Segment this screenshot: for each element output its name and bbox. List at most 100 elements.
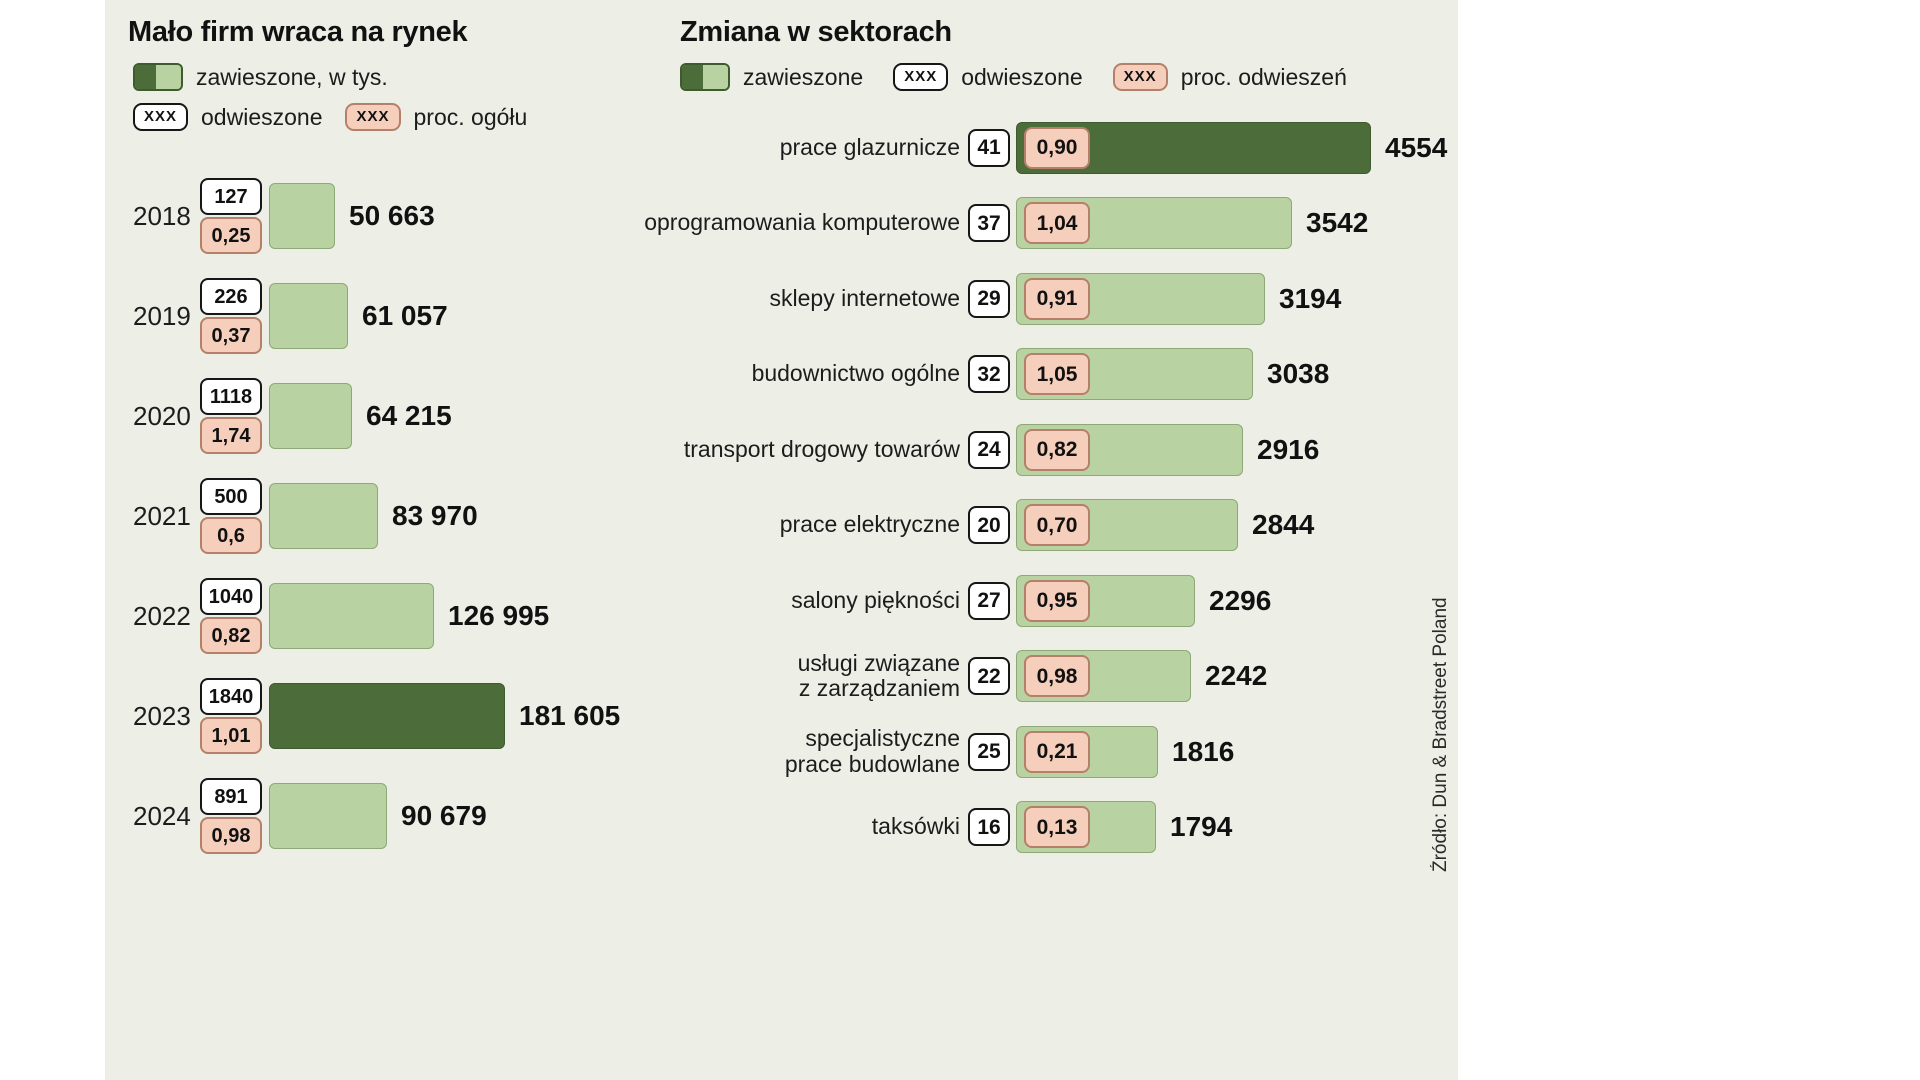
zawieszone-bar: 1,05 (1016, 348, 1253, 401)
total-label: 83 970 (392, 500, 478, 531)
legend-row-zawieszone: zawieszone, w tys. (133, 63, 527, 91)
year-row: 2022 1040 0,82 126 995 (105, 566, 765, 666)
zawieszone-swatch-icon (680, 63, 730, 91)
year-value-boxes: 1840 1,01 (200, 678, 262, 754)
year-label: 2020 (133, 400, 191, 431)
zawieszone-bar (269, 283, 348, 349)
zawieszone-bar (269, 483, 378, 549)
sector-row: transport drogowy towarów 24 0,82 2916 (105, 412, 1458, 488)
total-label: 2916 (1257, 433, 1320, 465)
odwieszone-tag-icon: XXX (893, 63, 949, 91)
total-label: 2242 (1205, 660, 1268, 692)
swatch-light-segment (155, 65, 181, 89)
total-label: 2844 (1252, 509, 1315, 541)
total-label: 2296 (1209, 584, 1272, 616)
proc-box: 1,01 (200, 717, 262, 754)
proc-legend-label: proc. odwieszeń (1180, 63, 1347, 90)
proc-box: 0,25 (200, 217, 262, 254)
sector-row: prace glazurnicze 41 0,90 4554 (105, 110, 1458, 186)
sector-row: prace elektryczne 20 0,70 2844 (105, 488, 1458, 564)
sector-label: usługi związane z zarządzaniem (797, 649, 960, 702)
odwieszone-box: 20 (968, 506, 1010, 545)
year-label: 2018 (133, 200, 191, 231)
odwieszone-legend-label: odwieszone (201, 103, 323, 130)
sector-label: salony piękności (791, 586, 960, 613)
year-row: 2020 1118 1,74 64 215 (105, 366, 765, 466)
source-credit: Źródło: Dun & Bradstreet Poland (1430, 597, 1451, 872)
proc-box: 0,82 (1024, 428, 1090, 471)
legend-row-odwieszone: XXX odwieszone (893, 63, 1083, 91)
proc-box: 0,6 (200, 517, 262, 554)
total-label: 64 215 (366, 400, 452, 431)
proc-box: 1,04 (1024, 202, 1090, 245)
zawieszone-legend-label: zawieszone, w tys. (196, 63, 388, 90)
proc-box: 0,91 (1024, 277, 1090, 320)
total-label: 3038 (1267, 358, 1330, 390)
proc-box: 0,37 (200, 317, 262, 354)
odwieszone-box: 25 (968, 732, 1010, 771)
zawieszone-bar: 0,95 (1016, 574, 1195, 627)
odwieszone-box: 1040 (200, 578, 262, 615)
total-label: 181 605 (519, 700, 621, 731)
zawieszone-legend-label: zawieszone (743, 63, 864, 90)
zawieszone-bar: 0,21 (1016, 725, 1158, 778)
year-row: 2019 226 0,37 61 057 (105, 266, 765, 366)
right-chart-legend: zawieszone XXX odwieszone XXX proc. odwi… (680, 63, 1347, 91)
odwieszone-legend-label: odwieszone (961, 63, 1083, 90)
year-label: 2022 (133, 600, 191, 631)
proc-tag-icon: XXX (1112, 63, 1168, 91)
odwieszone-box: 29 (968, 279, 1010, 318)
year-value-boxes: 1040 0,82 (200, 578, 262, 654)
zawieszone-bar (269, 183, 335, 249)
odwieszone-box: 22 (968, 657, 1010, 696)
swatch-dark-segment (135, 65, 156, 89)
sector-row: taksówki 16 0,13 1794 (105, 790, 1458, 866)
total-label: 1816 (1172, 735, 1235, 767)
total-label: 1794 (1170, 811, 1233, 843)
sector-row: oprogramowania komputerowe 37 1,04 3542 (105, 186, 1458, 262)
left-chart-legend: zawieszone, w tys. XXX odwieszone XXX pr… (133, 63, 527, 131)
swatch-dark-segment (682, 65, 703, 89)
legend-row-zawieszone: zawieszone (680, 63, 863, 91)
zawieszone-bar (269, 783, 387, 849)
odwieszone-box: 127 (200, 178, 262, 215)
sector-row: salony piękności 27 0,95 2296 (105, 563, 1458, 639)
total-label: 3542 (1306, 207, 1369, 239)
year-label: 2023 (133, 700, 191, 731)
zawieszone-bar: 0,98 (1016, 650, 1191, 703)
total-label: 90 679 (401, 800, 487, 831)
sector-row: budownictwo ogólne 32 1,05 3038 (105, 337, 1458, 413)
zawieszone-bar: 0,91 (1016, 272, 1265, 325)
total-label: 4554 (1385, 131, 1448, 163)
odwieszone-box: 37 (968, 204, 1010, 243)
sector-row: usługi związane z zarządzaniem 22 0,98 2… (105, 639, 1458, 715)
legend-row-proc: XXX proc. odwieszeń (1112, 63, 1347, 91)
year-row: 2023 1840 1,01 181 605 (105, 666, 765, 766)
right-chart-title: Zmiana w sektorach (680, 16, 952, 48)
proc-box: 0,98 (1024, 655, 1090, 698)
odwieszone-box: 500 (200, 478, 262, 515)
proc-box: 1,05 (1024, 353, 1090, 396)
zawieszone-bar (269, 383, 352, 449)
zawieszone-swatch-icon (133, 63, 183, 91)
total-label: 126 995 (448, 600, 550, 631)
proc-box: 0,82 (200, 617, 262, 654)
legend-row-boxes: XXX odwieszone XXX proc. ogółu (133, 103, 527, 131)
zawieszone-bar (269, 683, 505, 749)
sector-label: sklepy internetowe (769, 284, 961, 311)
zawieszone-bar: 1,04 (1016, 197, 1292, 250)
sector-label: budownictwo ogólne (751, 360, 960, 387)
odwieszone-box: 226 (200, 278, 262, 315)
total-label: 50 663 (349, 200, 435, 231)
odwieszone-box: 41 (968, 128, 1010, 167)
year-row: 2021 500 0,6 83 970 (105, 466, 765, 566)
proc-box: 0,95 (1024, 579, 1090, 622)
sector-label: specjalistyczne prace budowlane (784, 725, 960, 777)
year-label: 2021 (133, 500, 191, 531)
zawieszone-bar: 0,13 (1016, 801, 1156, 854)
odwieszone-box: 891 (200, 778, 262, 815)
proc-tag-icon: XXX (345, 103, 401, 131)
year-value-boxes: 127 0,25 (200, 178, 262, 254)
zawieszone-bar: 0,82 (1016, 423, 1243, 476)
odwieszone-box: 1118 (200, 378, 262, 415)
